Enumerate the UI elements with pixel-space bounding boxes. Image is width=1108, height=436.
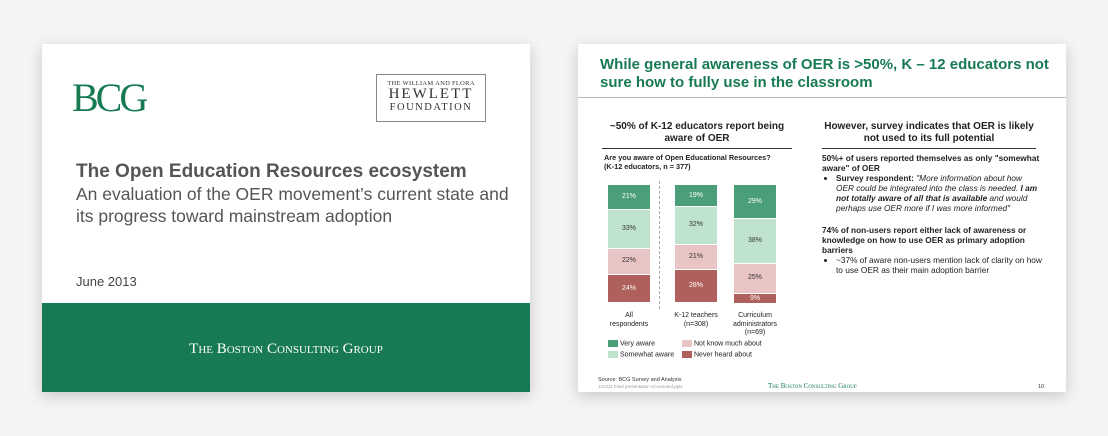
- content-slide[interactable]: While general awareness of OER is >50%, …: [578, 44, 1066, 392]
- legend-very-aware: Very aware: [608, 340, 655, 347]
- bar-segment-very-aware: 19%: [675, 185, 717, 207]
- legend-swatch-never-heard: [682, 351, 692, 358]
- quote-part-c: and would perhaps use OER more if I was …: [836, 193, 1028, 213]
- page-number: 10: [1038, 384, 1045, 390]
- hewlett-logo-line3: FOUNDATION: [389, 102, 473, 113]
- bar-segment-never-heard: 28%: [675, 269, 717, 302]
- legend-label-somewhat-aware: Somewhat aware: [620, 351, 675, 359]
- chart-group-divider: [659, 181, 660, 309]
- legend-never-heard: Never heard about: [682, 351, 752, 358]
- legend-label-not-know: Not know much about: [694, 340, 762, 348]
- right-column-header: However, survey indicates that OER is li…: [824, 121, 1034, 144]
- hewlett-logo-line1: THE WILLIAM AND FLORA: [387, 80, 475, 87]
- bar-segment-somewhat-aware: 38%: [734, 219, 776, 264]
- bar-segment-not-know: 25%: [734, 264, 776, 293]
- slide-date: June 2013: [76, 274, 137, 289]
- left-column-header: ~50% of K-12 educators report being awar…: [609, 121, 785, 144]
- bar-segment-somewhat-aware: 33%: [608, 209, 650, 248]
- bar-segment-not-know: 21%: [675, 245, 717, 269]
- headline-divider: [578, 97, 1066, 98]
- bullet-label: Survey respondent:: [836, 173, 914, 183]
- category-label-2: K-12 teachers (n=308): [674, 312, 718, 328]
- right-header-rule: [822, 148, 1036, 149]
- bcg-footer-wordmark: The Boston Consulting Group: [768, 382, 857, 390]
- slide-headline: While general awareness of OER is >50%, …: [600, 56, 1049, 91]
- bar-segment-not-know: 22%: [608, 248, 650, 274]
- legend-label-never-heard: Never heard about: [694, 351, 752, 359]
- finding-1-bullet: Survey respondent: "More information abo…: [836, 173, 1042, 213]
- bar-segment-very-aware: 21%: [608, 185, 650, 209]
- finding-2-bullet: ~37% of aware non-users mention lack of …: [836, 255, 1042, 275]
- category-label-3: Curriculum administrators (n=69): [733, 312, 777, 336]
- legend-somewhat-aware: Somewhat aware: [608, 351, 674, 358]
- title-slide[interactable]: BCG THE WILLIAM AND FLORA HEWLETT FOUNDA…: [42, 44, 530, 392]
- source-note: Source: BCG Survey and Analysis: [598, 377, 682, 383]
- slide-subtitle: An evaluation of the OER movement’s curr…: [76, 184, 509, 226]
- legend-label-very-aware: Very aware: [620, 340, 656, 348]
- bar-segment-very-aware: 29%: [734, 185, 776, 219]
- legend-swatch-not-know: [682, 340, 692, 347]
- hewlett-foundation-logo: THE WILLIAM AND FLORA HEWLETT FOUNDATION: [376, 74, 486, 122]
- bar-1: 21% 33% 22% 24%: [608, 185, 650, 303]
- slide-title: The Open Education Resources ecosystem: [76, 161, 467, 182]
- file-name: 121211 Final presentation vCorrected.ppt…: [598, 384, 683, 389]
- green-footer-band: The Boston Consulting Group: [42, 303, 530, 392]
- category-label-1: All respondents: [609, 312, 649, 328]
- quote-part-b: I am not totally aware of all that is av…: [836, 183, 1038, 203]
- legend-swatch-somewhat-aware: [608, 351, 618, 358]
- bar-segment-never-heard: 9%: [734, 293, 776, 304]
- bar-3: 29% 38% 25% 9%: [734, 185, 776, 304]
- bar-segment-somewhat-aware: 32%: [675, 207, 717, 245]
- finding-2: 74% of non-users report either lack of a…: [822, 225, 1027, 255]
- survey-question-line1: Are you aware of Open Educational Resour…: [604, 153, 771, 162]
- survey-question: Are you aware of Open Educational Resour…: [604, 153, 771, 171]
- quote-part-a: "More information about how OER could be…: [836, 173, 1023, 193]
- bcg-wordmark: The Boston Consulting Group: [189, 341, 383, 357]
- bcg-logo: BCG: [72, 75, 148, 120]
- survey-question-line2: (K-12 educators, n = 377): [604, 162, 691, 171]
- bar-2: 19% 32% 21% 28%: [675, 185, 717, 303]
- legend-not-know: Not know much about: [682, 340, 762, 347]
- findings-text: 50%+ of users reported themselves as onl…: [822, 153, 1042, 275]
- finding-1: 50%+ of users reported themselves as onl…: [822, 153, 1040, 173]
- bar-segment-never-heard: 24%: [608, 274, 650, 302]
- legend-swatch-very-aware: [608, 340, 618, 347]
- hewlett-logo-line2: HEWLETT: [388, 86, 474, 102]
- left-header-rule: [602, 148, 792, 149]
